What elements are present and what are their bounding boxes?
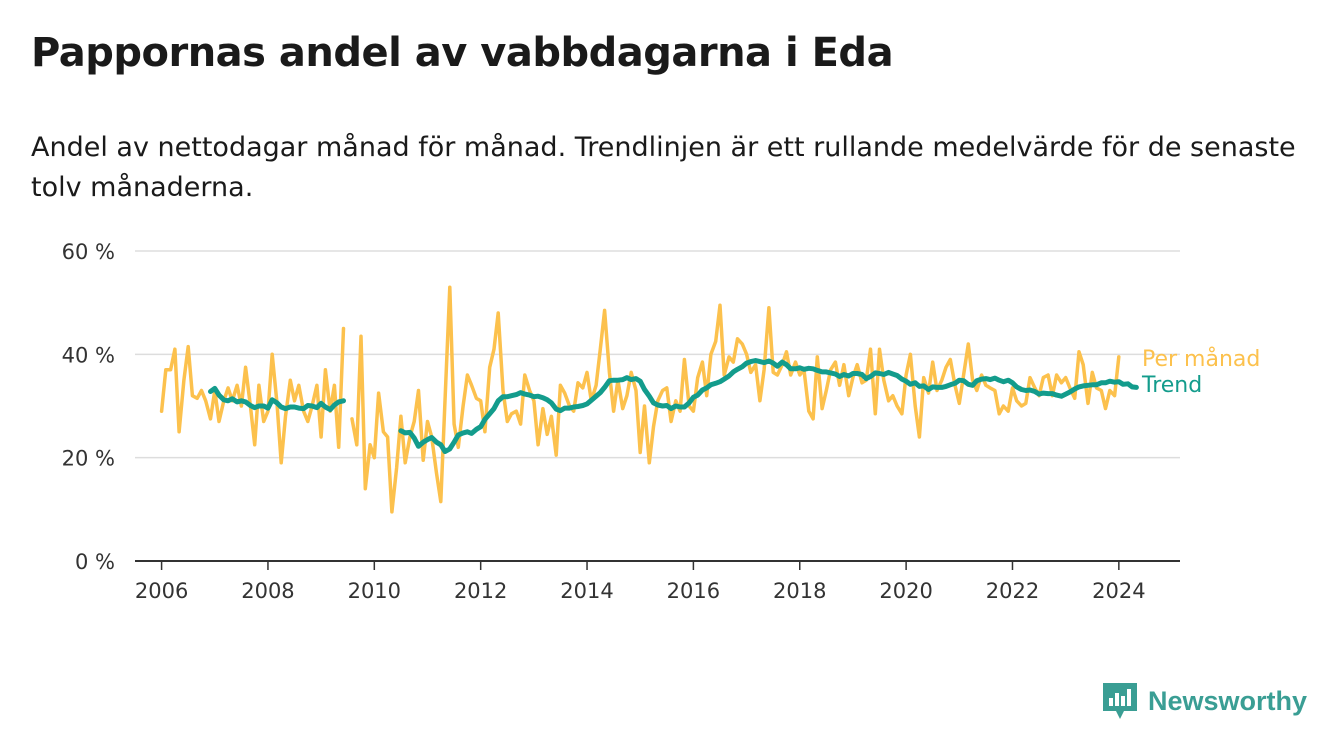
x-tick-label: 2024 xyxy=(1092,579,1145,603)
grid-lines xyxy=(135,250,1180,459)
x-tick-label: 2014 xyxy=(560,579,613,603)
x-tick-label: 2008 xyxy=(241,579,294,603)
series-label-per-manad: Per månad xyxy=(1142,346,1260,372)
series-lines xyxy=(159,285,1139,514)
brand-name: Newsworthy xyxy=(1148,686,1308,716)
series-line-trend xyxy=(208,385,346,413)
y-axis-ticks: 0 % 20 % 40 % 60 % xyxy=(62,240,115,574)
x-tick-label: 2020 xyxy=(879,579,932,603)
series-label-trend: Trend xyxy=(1141,373,1202,398)
x-tick-label: 2022 xyxy=(986,579,1039,603)
x-tick-label: 2006 xyxy=(135,579,188,603)
newsworthy-logo-icon xyxy=(1103,683,1137,719)
x-tick-label: 2010 xyxy=(348,579,401,603)
x-axis: 2006 2008 2010 2012 2014 2016 2018 2020 2022 2024 xyxy=(135,560,1180,603)
series-line-trend xyxy=(398,358,1139,454)
chart-subtitle: Andel av nettodagar månad för månad. Tre… xyxy=(31,132,1296,203)
y-tick-label: 60 % xyxy=(62,240,115,264)
x-tick-label: 2018 xyxy=(773,579,826,603)
chart-title: Pappornas andel av vabbdagarna i Eda xyxy=(31,30,894,76)
x-tick-label: 2012 xyxy=(454,579,507,603)
y-tick-label: 0 % xyxy=(75,550,115,574)
x-tick-label: 2016 xyxy=(667,579,720,603)
series-line-per-manad xyxy=(159,326,346,465)
y-tick-label: 20 % xyxy=(62,447,115,471)
series-line-per-manad xyxy=(350,285,1121,514)
y-tick-label: 40 % xyxy=(62,343,115,367)
newsworthy-logo: Newsworthy xyxy=(1103,683,1307,720)
